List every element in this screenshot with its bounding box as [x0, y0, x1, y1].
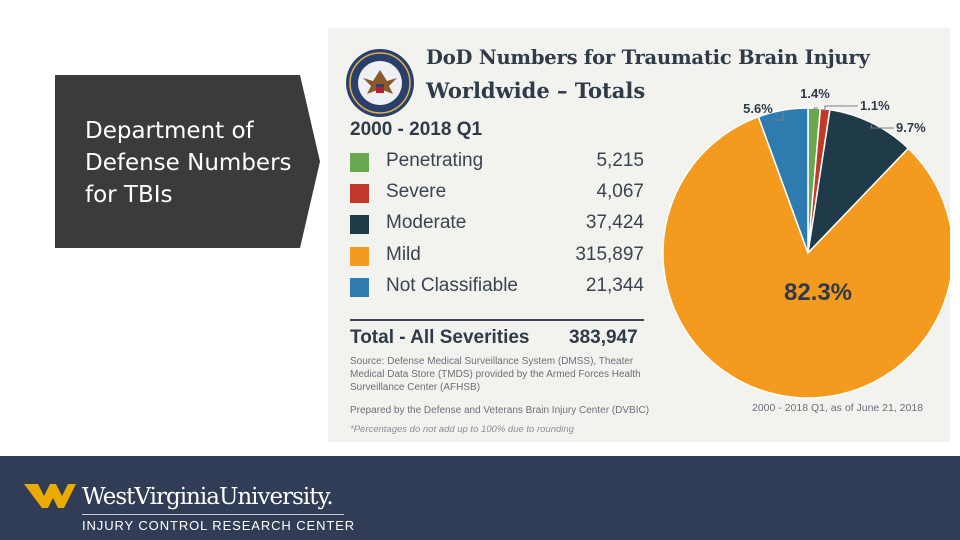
pie-slices	[662, 107, 950, 399]
legend-value: 37,424	[585, 212, 644, 233]
pie-leader-line	[824, 105, 858, 112]
total-label: Total - All Severities	[350, 327, 530, 348]
pie-leader-line	[813, 107, 818, 111]
pie-label-not-classifiable: 5.6%	[743, 101, 773, 116]
legend-label: Mild	[386, 244, 421, 265]
slide-title: Department of Defense Numbers for TBIs	[85, 118, 292, 208]
rounding-footnote: *Percentages do not add up to 100% due t…	[350, 424, 574, 435]
footer-bar: WestVirginiaUniversity. INJURY CONTROL R…	[0, 456, 960, 540]
pie-label-severe: 1.1%	[860, 98, 890, 113]
university-name: WestVirginiaUniversity.	[82, 484, 334, 510]
tbi-infographic: DoD Numbers for Traumatic Brain Injury W…	[328, 28, 950, 442]
pie-slice-mild	[662, 115, 950, 399]
legend-swatch	[350, 247, 369, 266]
legend-swatch	[350, 278, 369, 297]
legend-row-penetrating: Penetrating 5,215	[350, 150, 650, 174]
source-note: Source: Defense Medical Surveillance Sys…	[350, 356, 641, 393]
period-label: 2000 - 2018 Q1	[350, 119, 483, 140]
pie-slice-moderate	[806, 108, 910, 256]
pie-labels: 1.4% 1.1% 9.7% 82.3% 5.6%	[743, 86, 926, 306]
dod-seal-icon	[346, 49, 414, 117]
logo-divider	[82, 514, 344, 515]
legend-row-not-classifiable: Not Classifiable 21,344	[350, 275, 650, 299]
legend-value: 21,344	[585, 275, 644, 296]
pie-label-penetrating: 1.4%	[800, 86, 830, 101]
pie-chart: 1.4% 1.1% 9.7% 82.3% 5.6%	[662, 86, 950, 399]
legend-label: Penetrating	[386, 150, 484, 171]
legend-swatch	[350, 184, 369, 203]
legend-row-severe: Severe 4,067	[350, 181, 650, 205]
slide-title-box: Department of Defense Numbers for TBIs	[55, 75, 320, 248]
legend-value: 5,215	[596, 150, 644, 171]
pie-slice-not-classifiable	[757, 107, 809, 254]
legend-row-mild: Mild 315,897	[350, 244, 650, 268]
pie-leader-line	[870, 124, 894, 129]
flying-wv-logo-icon	[24, 484, 76, 508]
total-value: 383,947	[569, 327, 638, 348]
pie-label-mild: 82.3%	[784, 279, 852, 306]
legend-swatch	[350, 215, 369, 234]
legend-label: Severe	[386, 181, 447, 202]
pie-leaders	[773, 105, 894, 129]
infographic-subtitle: Worldwide – Totals	[426, 78, 646, 103]
prepared-by-note: Prepared by the Defense and Veterans Bra…	[350, 405, 650, 416]
legend-row-moderate: Moderate 37,424	[350, 212, 650, 236]
legend-swatch	[350, 153, 369, 172]
center-name: INJURY CONTROL RESEARCH CENTER	[82, 518, 356, 533]
legend-label: Not Classifiable	[386, 275, 518, 296]
pie-label-moderate: 9.7%	[896, 120, 926, 135]
as-of-date: 2000 - 2018 Q1, as of June 21, 2018	[752, 402, 924, 414]
legend-value: 4,067	[596, 181, 644, 202]
total-divider	[350, 319, 644, 321]
legend-label: Moderate	[386, 212, 467, 233]
infographic-title: DoD Numbers for Traumatic Brain Injury	[426, 46, 870, 69]
title-box-shape	[55, 75, 320, 248]
pie-leader-line	[773, 112, 784, 121]
legend-value: 315,897	[575, 244, 644, 265]
